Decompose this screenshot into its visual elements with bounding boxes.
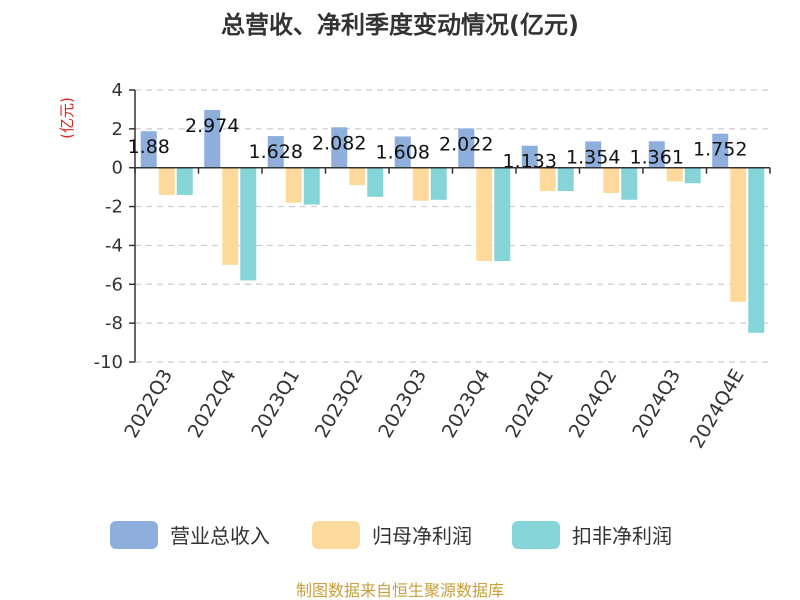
y-axis-ticks: 4 2 0 -2 -4 -6 -8 -10 bbox=[94, 80, 135, 373]
data-label: 1.361 bbox=[630, 146, 684, 168]
data-label: 1.354 bbox=[566, 146, 620, 168]
x-tick-label: 2023Q2 bbox=[311, 366, 368, 442]
data-label: 2.022 bbox=[439, 133, 493, 155]
source-note: 制图数据来自恒生聚源数据库 bbox=[296, 581, 504, 600]
bar-2 bbox=[158, 167, 175, 195]
data-label: 2.082 bbox=[312, 132, 366, 154]
bar-3 bbox=[684, 167, 701, 184]
bar-3 bbox=[494, 167, 511, 261]
bar-3 bbox=[367, 167, 384, 197]
x-tick-label: 2023Q1 bbox=[247, 366, 304, 442]
bar-2 bbox=[539, 167, 556, 192]
bar-3 bbox=[557, 167, 574, 192]
y-axis-label: (亿元) bbox=[58, 97, 76, 139]
data-label: 1.608 bbox=[376, 141, 430, 163]
data-label: 1.88 bbox=[128, 136, 170, 158]
bar-3 bbox=[430, 167, 447, 200]
bar-3 bbox=[748, 167, 765, 333]
x-tick-label: 2024Q3 bbox=[628, 366, 685, 442]
y-tick-label: -6 bbox=[105, 274, 123, 295]
bar-2 bbox=[603, 167, 620, 193]
x-tick-label: 2023Q4 bbox=[438, 366, 495, 442]
bar-1 bbox=[712, 133, 729, 168]
bar-3 bbox=[303, 167, 320, 205]
x-tick-label: 2022Q3 bbox=[120, 366, 177, 442]
bar-2 bbox=[285, 167, 302, 203]
data-label: 1.752 bbox=[693, 139, 747, 161]
x-tick-label: 2023Q3 bbox=[374, 366, 431, 442]
bar-2 bbox=[666, 167, 683, 182]
legend-label: 扣非净利润 bbox=[572, 524, 672, 548]
data-label: 2.974 bbox=[185, 115, 239, 137]
x-tick-label: 2024Q4E bbox=[686, 366, 749, 453]
bar-1 bbox=[521, 145, 538, 168]
bar-1 bbox=[394, 136, 411, 168]
x-tick-label: 2022Q4 bbox=[184, 366, 241, 442]
bar-3 bbox=[240, 167, 257, 281]
bar-1 bbox=[648, 141, 665, 168]
y-tick-label: 2 bbox=[112, 119, 123, 140]
bar-1 bbox=[267, 136, 284, 168]
legend-swatch bbox=[110, 521, 158, 549]
x-tick-label: 2024Q2 bbox=[565, 366, 622, 442]
x-axis-ticks: 2022Q3 2022Q4 2023Q1 2023Q2 2023Q3 2023Q4 2024… bbox=[120, 366, 748, 453]
chart-title: 总营收、净利季度变动情况(亿元) bbox=[221, 11, 579, 39]
grid-lines bbox=[135, 89, 770, 363]
x-tick-label: 2024Q1 bbox=[501, 366, 558, 442]
y-tick-label: 4 bbox=[112, 80, 123, 101]
bar-2 bbox=[476, 167, 493, 261]
legend-label: 归母净利润 bbox=[372, 524, 472, 548]
y-tick-label: -10 bbox=[94, 352, 123, 373]
data-labels: 1.88 2.974 1.628 2.082 1.608 2.022 1.133 1.354 1… bbox=[128, 115, 748, 173]
y-tick-label: -8 bbox=[105, 313, 123, 334]
bar-1 bbox=[204, 109, 221, 168]
bar-2 bbox=[412, 167, 429, 201]
bar-3 bbox=[621, 167, 638, 200]
y-tick-label: -2 bbox=[105, 197, 123, 218]
y-tick-label: 0 bbox=[112, 158, 123, 179]
y-tick-label: -4 bbox=[105, 235, 123, 256]
bar-3 bbox=[176, 167, 193, 195]
axes bbox=[134, 90, 771, 362]
legend-swatch bbox=[312, 521, 360, 549]
bar-2 bbox=[730, 167, 747, 302]
bar-1 bbox=[140, 131, 157, 168]
data-label: 1.133 bbox=[503, 151, 557, 173]
bar-1 bbox=[458, 128, 475, 168]
bar-1 bbox=[585, 141, 602, 168]
legend: 营业总收入 归母净利润 扣非净利润 bbox=[110, 521, 672, 549]
data-label: 1.628 bbox=[249, 141, 303, 163]
bars bbox=[140, 109, 765, 333]
legend-label: 营业总收入 bbox=[170, 524, 270, 548]
bar-2 bbox=[349, 167, 366, 186]
bar-1 bbox=[331, 127, 348, 168]
legend-swatch bbox=[512, 521, 560, 549]
bar-2 bbox=[222, 167, 239, 265]
